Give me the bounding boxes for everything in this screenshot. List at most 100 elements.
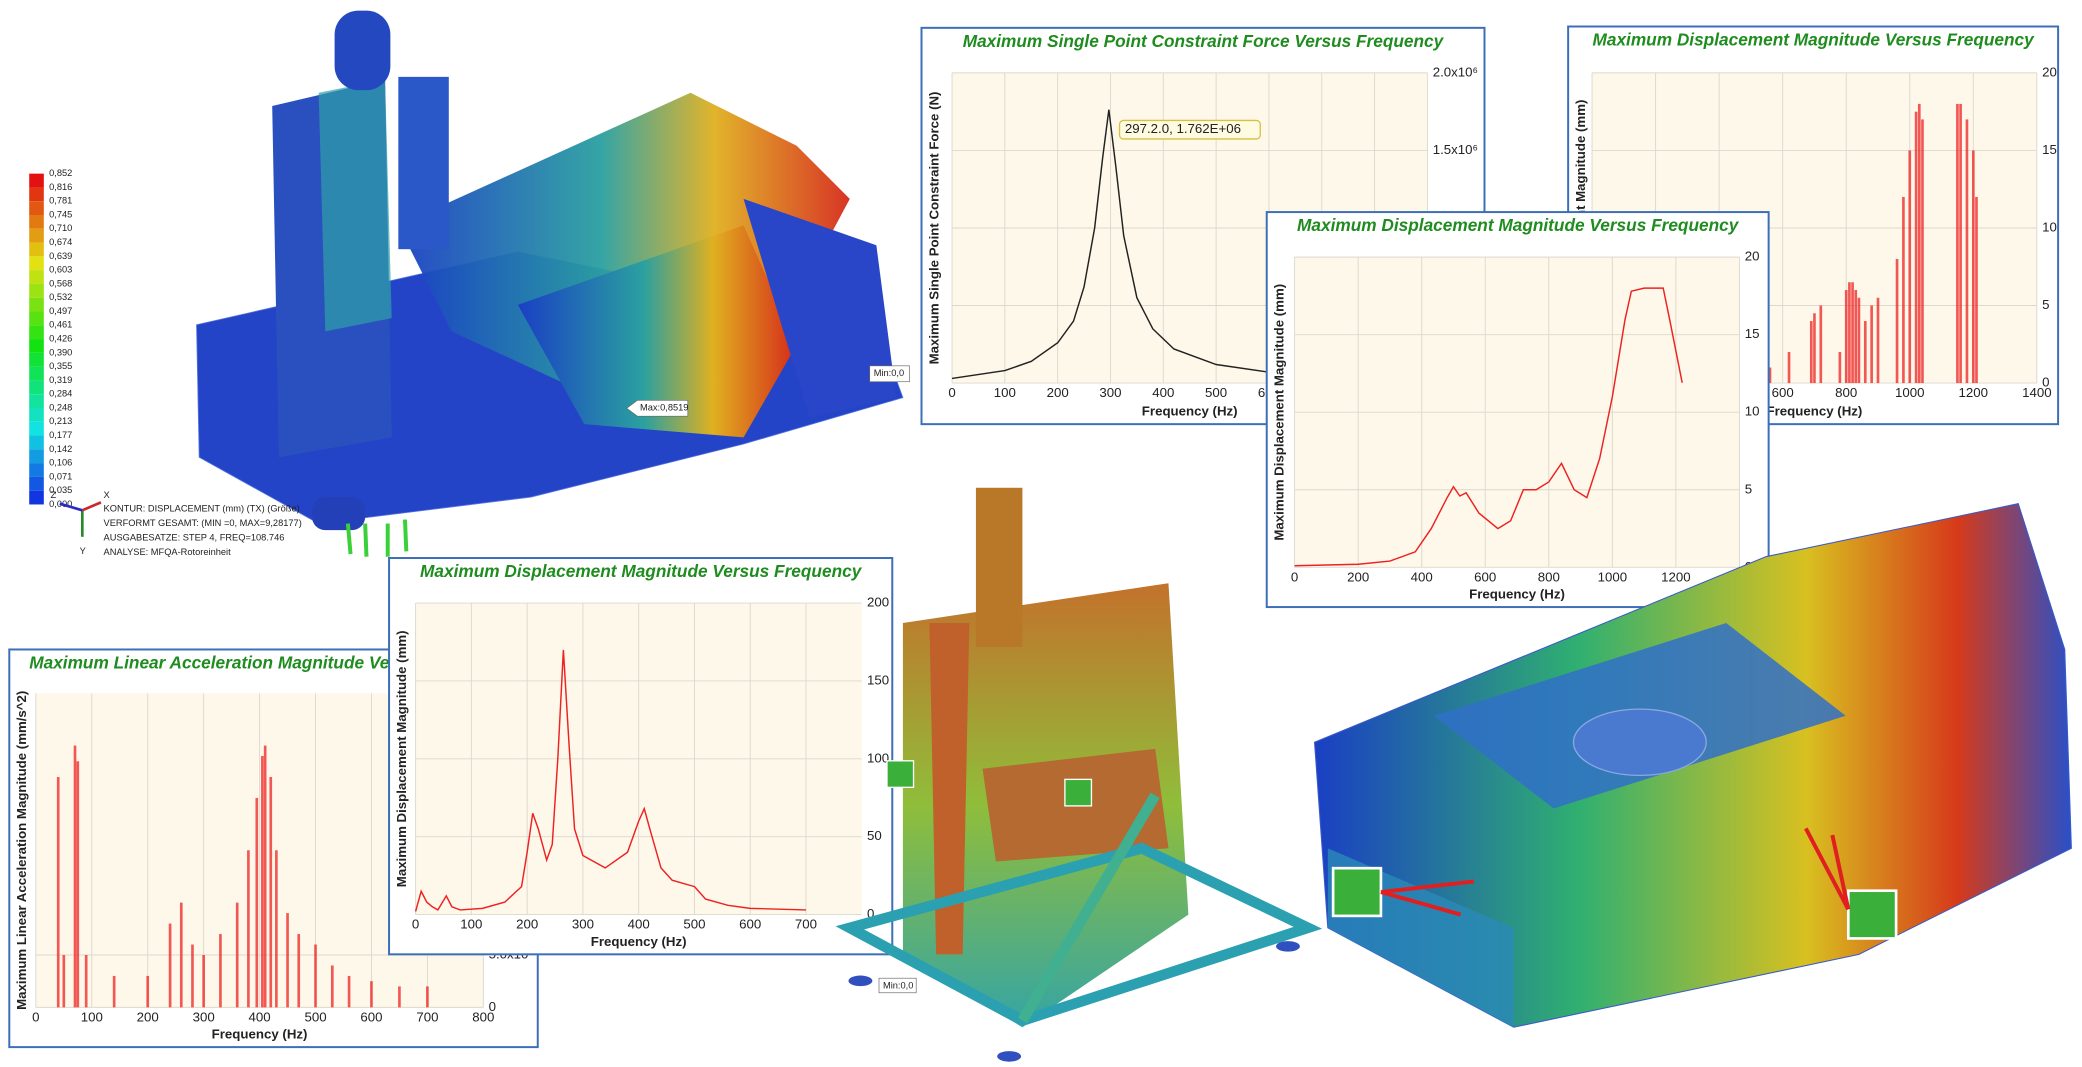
colorbar-cell — [29, 408, 44, 422]
constraint-cube — [1065, 779, 1092, 806]
legend-label: 0,745 — [49, 209, 72, 219]
y-tick-label: 5 — [2042, 297, 2049, 312]
x-tick-label: 100 — [994, 385, 1016, 400]
x-tick-label: 200 — [516, 917, 538, 932]
colorbar-cell — [29, 229, 44, 243]
legend-label: 0,177 — [49, 430, 72, 440]
y-axis-label: Maximum Displacement Magnitude (mm) — [1271, 284, 1286, 541]
min-label: Min:0,0 — [874, 368, 904, 378]
legend-label: 0,319 — [49, 375, 72, 385]
x-tick-label: 200 — [137, 1009, 159, 1024]
spike — [169, 924, 172, 1008]
spike — [1908, 150, 1911, 383]
x-tick-label: 400 — [1411, 569, 1433, 584]
spike — [297, 934, 300, 1007]
axis-label: Z — [50, 490, 56, 500]
y-axis-label: Maximum Linear Acceleration Magnitude (m… — [14, 691, 29, 1010]
colorbar-cell — [29, 243, 44, 257]
x-tick-label: 100 — [460, 917, 482, 932]
legend-label: 0,781 — [49, 196, 72, 206]
spike — [1921, 119, 1924, 383]
x-tick-label: 1000 — [1895, 385, 1925, 400]
spike — [255, 798, 258, 1007]
legend-label: 0,852 — [49, 168, 72, 178]
legend-label: 0,603 — [49, 265, 72, 275]
y-tick-label: 10 — [2042, 219, 2057, 234]
chart-layer: Maximum Displacement Magnitude Versus Fr… — [389, 558, 892, 954]
x-tick-label: 500 — [683, 917, 705, 932]
y-axis-label: Maximum Single Point Constraint Force (N… — [926, 92, 941, 365]
spike — [1918, 104, 1921, 383]
x-tick-label: 800 — [1835, 385, 1857, 400]
spike — [1839, 352, 1842, 383]
spike — [1966, 119, 1969, 383]
legend-label: 0,816 — [49, 182, 72, 192]
colorbar-cell — [29, 325, 44, 339]
colorbar-cell — [29, 311, 44, 325]
info-line: KONTUR: DISPLACEMENT (mm) (TX) (Größe) — [104, 503, 300, 513]
x-tick-label: 300 — [193, 1009, 215, 1024]
x-tick-label: 800 — [1538, 569, 1560, 584]
legend-label: 0,532 — [49, 292, 72, 302]
info-line: ANALYSE: MFQA-Rotoreinheit — [104, 547, 232, 557]
legend-label: 0,355 — [49, 361, 72, 371]
spike — [1975, 197, 1978, 383]
info-line: AUSGABESATZE: STEP 4, FREQ=108.746 — [104, 533, 285, 543]
spike — [1877, 298, 1880, 383]
y-tick-label: 15 — [1745, 326, 1760, 341]
x-tick-label: 0 — [32, 1009, 39, 1024]
spike — [1819, 306, 1822, 384]
spike — [348, 976, 351, 1007]
x-tick-label: 0 — [948, 385, 955, 400]
y-tick-label: 15 — [2042, 142, 2057, 157]
x-tick-label: 300 — [1099, 385, 1121, 400]
y-tick-label: 200 — [867, 595, 889, 610]
chart-layer: Maximum Displacement Magnitude Versus Fr… — [1267, 212, 1769, 607]
spike — [85, 955, 88, 1007]
spike — [1959, 104, 1962, 383]
x-tick-label: 400 — [1152, 385, 1174, 400]
frame-tower — [976, 488, 1022, 647]
legend-label: 0,390 — [49, 347, 72, 357]
x-axis-label: Frequency (Hz) — [1767, 404, 1863, 419]
y-tick-label: 1.5x10⁶ — [1433, 142, 1478, 157]
x-tick-label: 0 — [1291, 569, 1298, 584]
colorbar-cell — [29, 298, 44, 312]
x-axis-label: Frequency (Hz) — [1142, 404, 1238, 419]
x-axis-label: Frequency (Hz) — [212, 1027, 308, 1042]
x-tick-label: 1000 — [1598, 569, 1628, 584]
legend-label: 0,142 — [49, 444, 72, 454]
colorbar-cell — [29, 367, 44, 381]
tooltip: 297.2.0, 1.762E+06 — [1125, 121, 1241, 136]
spike — [1848, 282, 1851, 383]
spike — [1956, 104, 1959, 383]
spike — [426, 986, 429, 1007]
spike — [113, 976, 116, 1007]
collage: 0,8520,8160,7810,7450,7100,6740,6390,603… — [0, 0, 2082, 1067]
colorbar-cell — [29, 422, 44, 436]
constraint-cube — [1848, 891, 1896, 939]
colorbar-cell — [29, 201, 44, 215]
model-column-face — [319, 80, 392, 332]
legend-label: 0,106 — [49, 458, 72, 468]
colorbar-cell — [29, 270, 44, 284]
spike — [1864, 321, 1867, 383]
max-label: Max:0,8519 — [640, 403, 688, 413]
colorbar-cell — [29, 380, 44, 394]
axis-x — [82, 502, 101, 510]
colorbar-cell — [29, 339, 44, 353]
spike — [191, 945, 194, 1008]
x-tick-label: 300 — [572, 917, 594, 932]
x-axis-label: Frequency (Hz) — [1469, 587, 1565, 602]
spike — [1870, 306, 1873, 384]
colorbar-cell — [29, 256, 44, 270]
x-tick-label: 1200 — [1661, 569, 1691, 584]
spike — [275, 850, 278, 1007]
x-tick-label: 600 — [1474, 569, 1496, 584]
legend-label: 0,213 — [49, 416, 72, 426]
y-tick-label: 50 — [867, 828, 882, 843]
colorbar-cell — [29, 215, 44, 229]
spike — [398, 986, 401, 1007]
colorbar-cell — [29, 436, 44, 450]
x-tick-label: 0 — [412, 917, 419, 932]
